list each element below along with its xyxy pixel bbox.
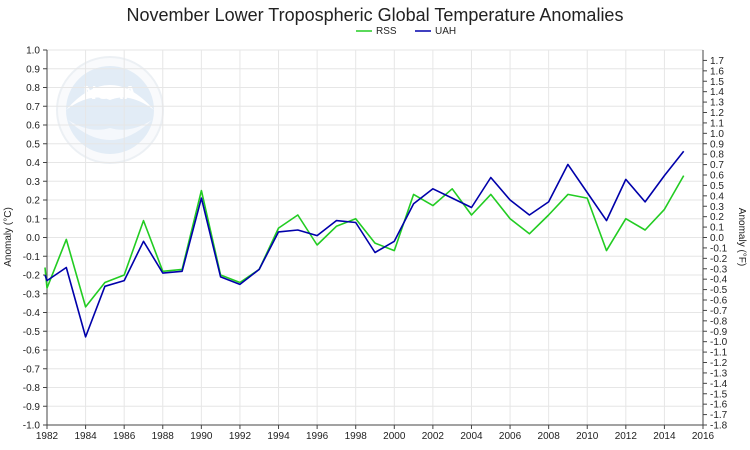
x-tick-label: 1982 <box>36 431 59 442</box>
y-tick-label-left: -0.7 <box>23 364 41 375</box>
x-tick-label: 2006 <box>499 431 522 442</box>
y-tick-label-right: -1.3 <box>710 368 728 379</box>
x-tick-label: 2012 <box>615 431 638 442</box>
y-tick-label-left: -0.1 <box>23 252 41 263</box>
y-tick-label-right: -1.2 <box>710 358 728 369</box>
y-tick-label-right: 0.5 <box>710 181 724 192</box>
x-tick-label: 2000 <box>383 431 406 442</box>
y-tick-label-right: 0.2 <box>710 212 724 223</box>
y-tick-label-right: -1.1 <box>710 348 728 359</box>
y-tick-label-right: -1.5 <box>710 389 728 400</box>
legend-label-uah: UAH <box>435 26 456 37</box>
y-tick-label-right: 1.1 <box>710 118 724 129</box>
y-axis-right-ticks: 1.71.61.51.41.31.21.11.00.90.80.70.60.50… <box>703 56 728 432</box>
y-tick-label-right: -1.7 <box>710 410 728 421</box>
y-tick-label-left: -0.8 <box>23 383 41 394</box>
y-tick-label-left: 0.3 <box>26 177 40 188</box>
y-tick-label-left: -1.0 <box>23 421 41 432</box>
y-tick-label-right: 0.7 <box>710 160 724 171</box>
x-tick-label: 1994 <box>267 431 290 442</box>
y-tick-label-right: 1.5 <box>710 77 724 88</box>
x-tick-label: 1996 <box>306 431 329 442</box>
x-tick-label: 1990 <box>190 431 213 442</box>
y-tick-label-right: -1.0 <box>710 337 728 348</box>
legend-label-rss: RSS <box>376 26 397 37</box>
y-tick-label-right: -1.4 <box>710 379 728 390</box>
series-line-rss[interactable] <box>44 175 685 308</box>
y-tick-label-left: 0.1 <box>26 214 40 225</box>
y-tick-label-right: 0.6 <box>710 171 724 182</box>
x-tick-label: 1992 <box>229 431 252 442</box>
y-tick-label-left: 0.7 <box>26 102 40 113</box>
y-tick-label-right: -0.1 <box>710 243 728 254</box>
x-tick-label: 1988 <box>152 431 175 442</box>
y-tick-label-right: -0.8 <box>710 316 728 327</box>
y-tick-label-left: -0.4 <box>23 308 41 319</box>
legend[interactable]: RSS UAH <box>356 26 456 37</box>
x-tick-label: 2004 <box>460 431 483 442</box>
x-tick-label: 2010 <box>576 431 599 442</box>
y-axis-right-label: Anomaly (°F) <box>736 208 747 266</box>
y-tick-label-right: 1.2 <box>710 108 724 119</box>
y-tick-label-left: -0.9 <box>23 402 41 413</box>
y-tick-label-right: 0.0 <box>710 233 724 244</box>
y-tick-label-right: -0.6 <box>710 296 728 307</box>
y-tick-label-right: 1.3 <box>710 98 724 109</box>
series-line-uah[interactable] <box>44 150 685 338</box>
x-tick-label: 2008 <box>538 431 561 442</box>
y-axis-left-label: Anomaly (°C) <box>3 207 14 267</box>
y-tick-label-left: 0.8 <box>26 83 40 94</box>
y-tick-label-right: 1.7 <box>710 56 724 67</box>
y-tick-label-right: 0.8 <box>710 150 724 161</box>
y-tick-label-right: -0.9 <box>710 327 728 338</box>
y-tick-label-left: -0.3 <box>23 289 41 300</box>
noaa-logo-text: NOAA <box>84 83 137 103</box>
y-tick-label-left: 0.4 <box>26 158 40 169</box>
x-tick-label: 1986 <box>113 431 136 442</box>
y-tick-label-right: -0.7 <box>710 306 728 317</box>
y-tick-label-left: -0.6 <box>23 346 41 357</box>
x-tick-label: 2016 <box>692 431 715 442</box>
y-tick-label-right: -0.4 <box>710 275 728 286</box>
series-lines <box>44 150 685 338</box>
y-tick-label-right: -0.2 <box>710 254 728 265</box>
x-tick-label: 1998 <box>345 431 368 442</box>
y-tick-label-left: 0.5 <box>26 139 40 150</box>
y-tick-label-left: 0.2 <box>26 196 40 207</box>
x-tick-label: 1984 <box>74 431 97 442</box>
x-tick-label: 2014 <box>653 431 676 442</box>
y-tick-label-right: -1.6 <box>710 400 728 411</box>
y-tick-label-right: 1.0 <box>710 129 724 140</box>
y-tick-label-right: 0.1 <box>710 223 724 234</box>
y-tick-label-right: 0.4 <box>710 191 724 202</box>
y-tick-label-left: 1.0 <box>26 46 40 57</box>
y-tick-label-right: 1.4 <box>710 87 724 98</box>
y-tick-label-left: 0.6 <box>26 121 40 132</box>
y-tick-label-left: 0.9 <box>26 64 40 75</box>
x-axis-ticks: 1982 1984 1986 1988 1990 1992 1994 1996 1998 2000… <box>36 425 715 442</box>
noaa-logo: NOAA <box>56 56 164 164</box>
y-tick-label-right: -0.3 <box>710 264 728 275</box>
y-tick-label-right: 1.6 <box>710 66 724 77</box>
y-axis-left-ticks: 1.0 0.9 0.8 0.7 0.6 0.5 0.4 0.3 0.2 0.1 0.0 -0.1 -0.… <box>23 46 47 432</box>
y-tick-label-right: 0.9 <box>710 139 724 150</box>
y-tick-label-left: -0.2 <box>23 271 41 282</box>
chart-title: November Lower Tropospheric Global Tempe… <box>127 5 624 25</box>
y-tick-label-right: -0.5 <box>710 285 728 296</box>
y-tick-label-left: 0.0 <box>26 233 40 244</box>
y-tick-label-right: -1.8 <box>710 421 728 432</box>
x-tick-label: 2002 <box>422 431 445 442</box>
y-tick-label-left: -0.5 <box>23 327 41 338</box>
y-tick-label-right: 0.3 <box>710 202 724 213</box>
grid <box>46 49 704 426</box>
